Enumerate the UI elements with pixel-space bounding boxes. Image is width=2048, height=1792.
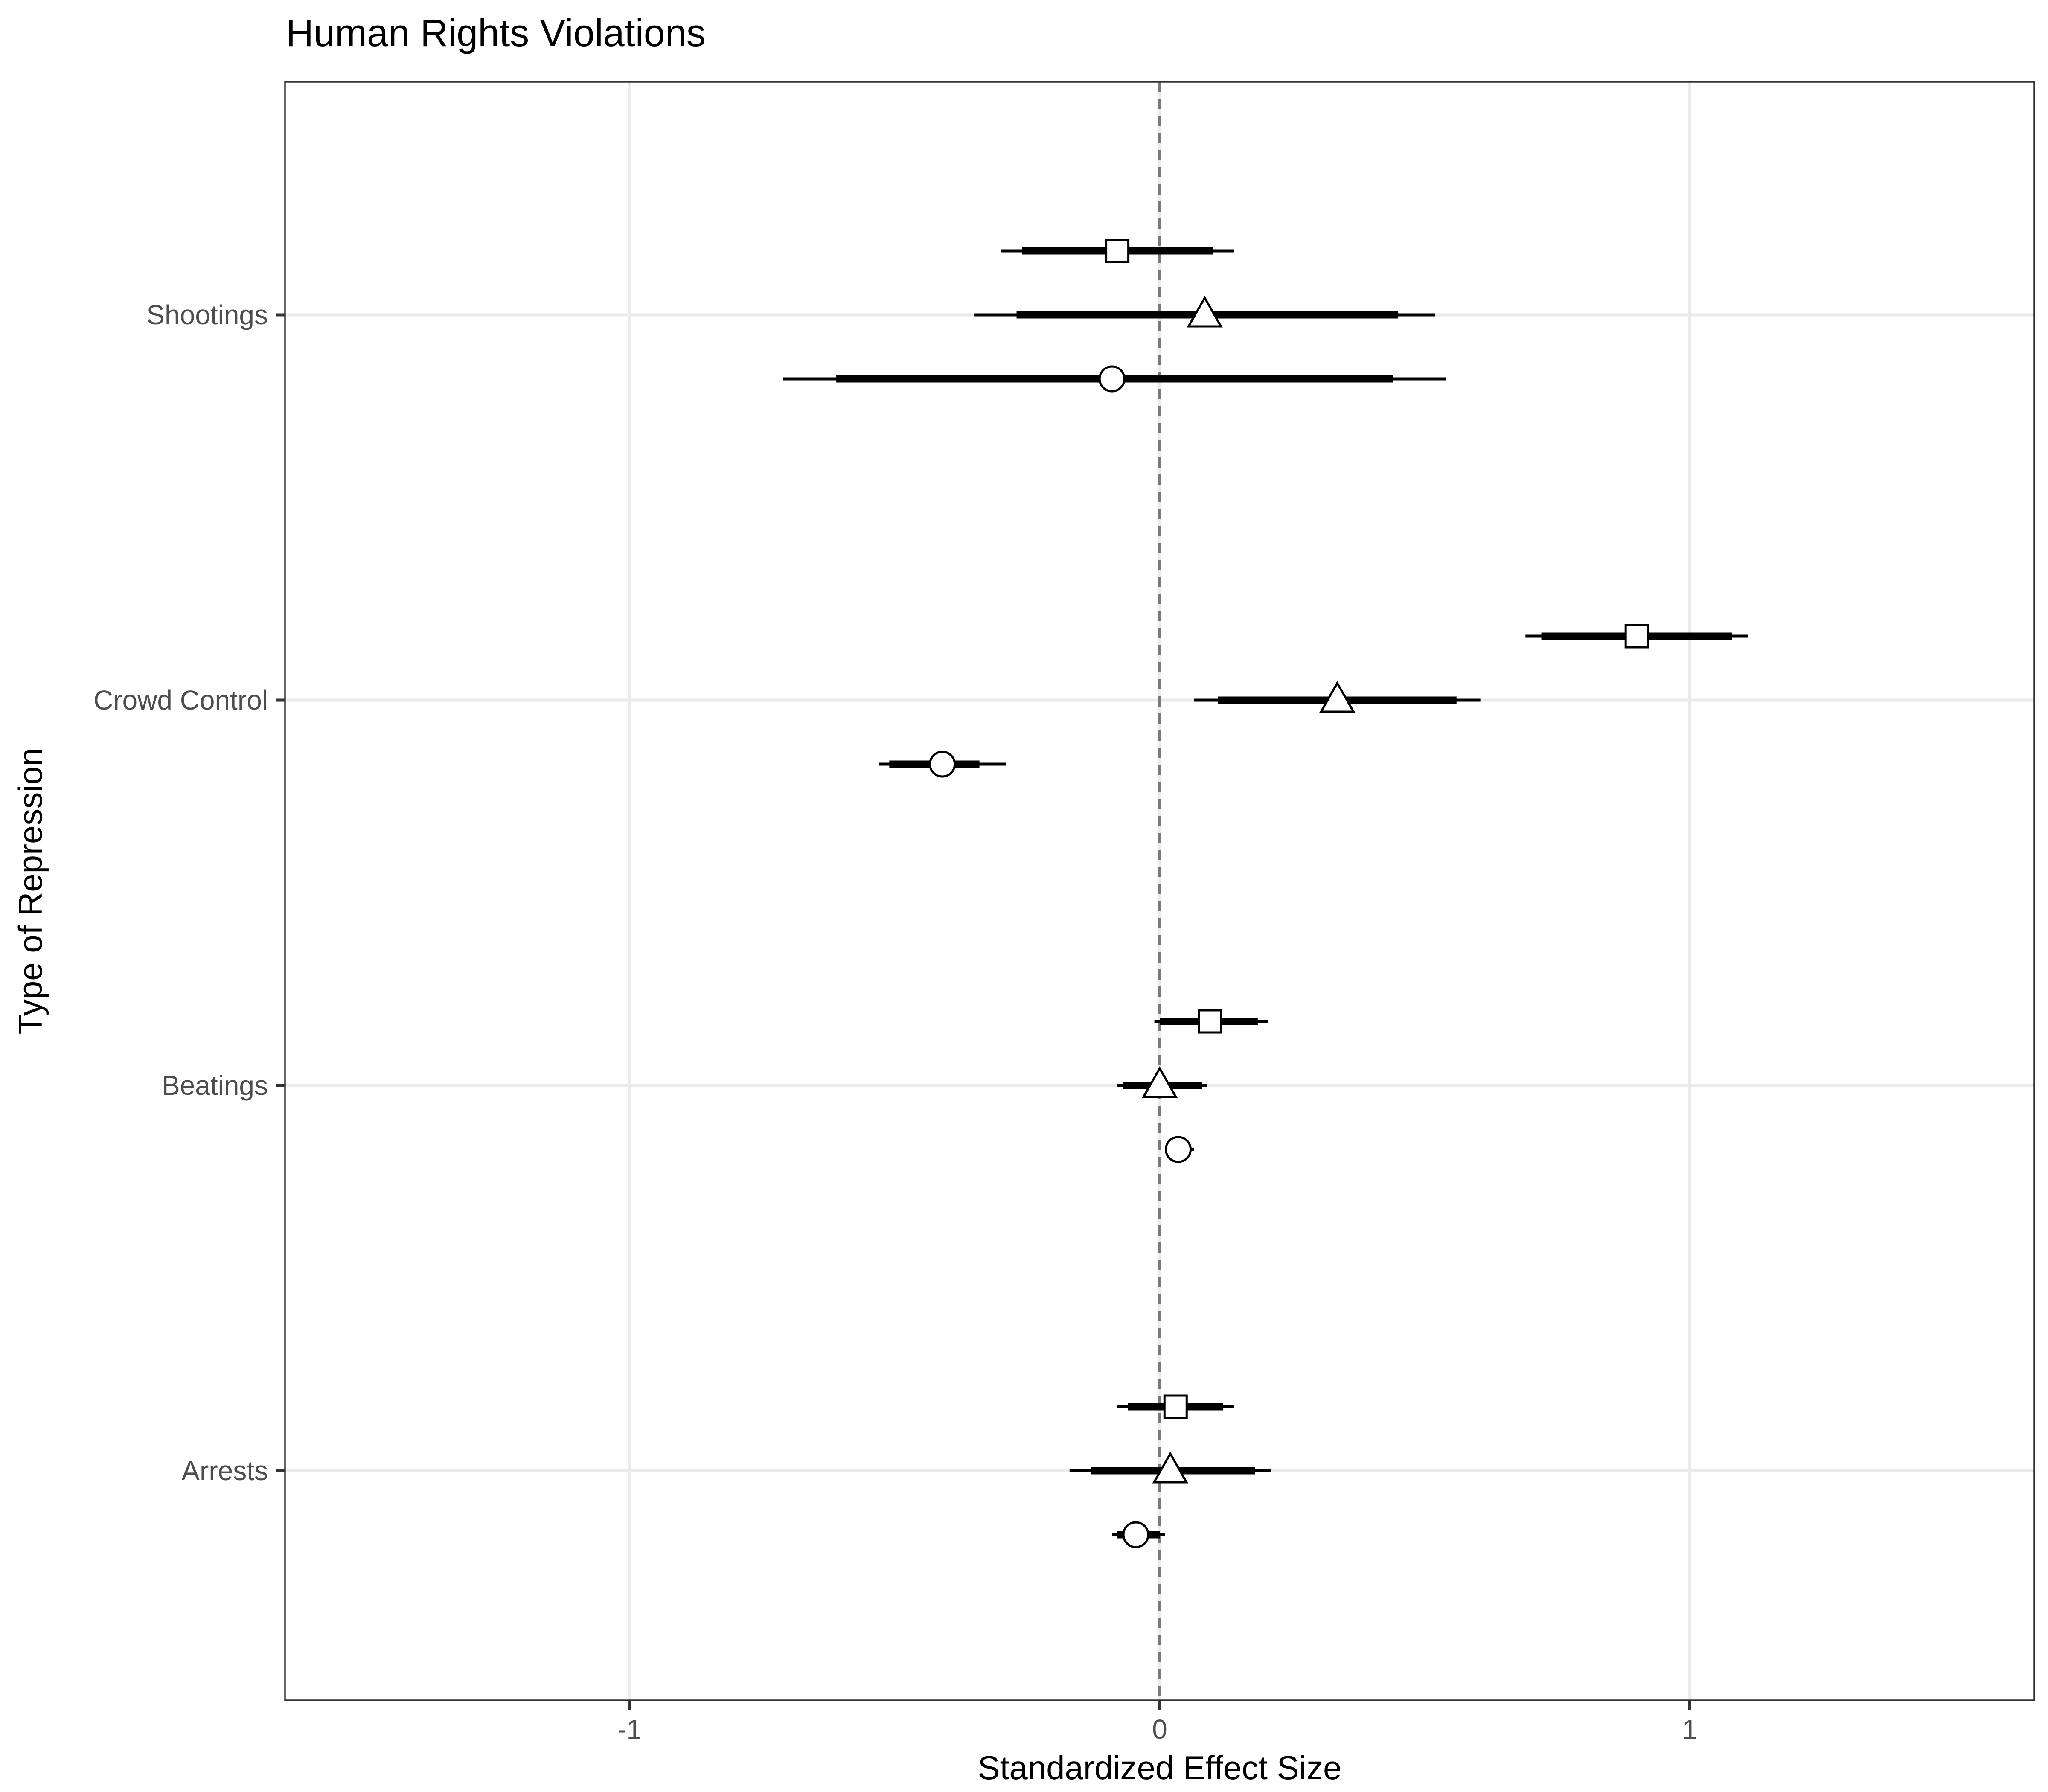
chart-title: Human Rights Violations	[286, 12, 706, 55]
y-tick-label: Beatings	[162, 1070, 268, 1101]
square-point	[1105, 239, 1130, 263]
y-tick-label: Arrests	[181, 1455, 268, 1486]
circle-point	[1122, 1521, 1149, 1548]
square-point	[1198, 1009, 1222, 1034]
x-axis-title: Standardized Effect Size	[978, 1749, 1342, 1786]
y-tick-label: Shootings	[146, 300, 268, 330]
square-point	[1624, 624, 1649, 649]
y-axis-title: Type of Repression	[12, 748, 49, 1034]
square-point	[1163, 1394, 1188, 1419]
triangle-point	[1152, 1451, 1189, 1484]
circle-point	[1098, 365, 1126, 393]
triangle-point	[1187, 295, 1223, 328]
x-tick-label: 1	[1682, 1714, 1698, 1745]
x-tick-label: -1	[617, 1714, 642, 1745]
x-tick-label: 0	[1152, 1714, 1167, 1745]
estimates-group	[783, 239, 1748, 1548]
axes: -1 0 1 Arrests Beatings Crowd Control Shooting…	[93, 300, 1697, 1745]
y-tick-label: Crowd Control	[93, 685, 268, 716]
circle-point	[929, 751, 956, 778]
circle-point	[1164, 1136, 1192, 1163]
triangle-point	[1141, 1066, 1178, 1098]
triangle-point	[1319, 681, 1356, 713]
